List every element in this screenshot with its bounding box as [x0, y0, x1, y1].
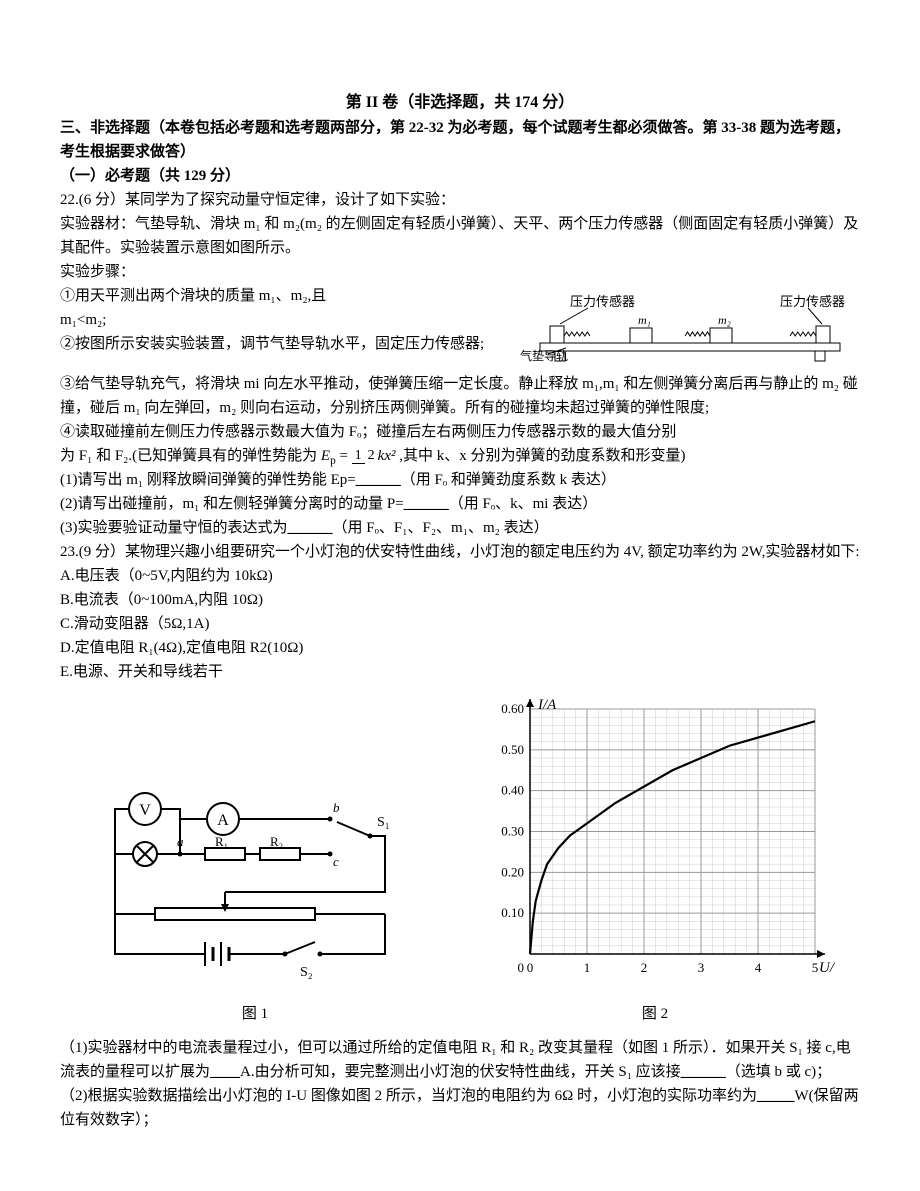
part2-title: 第 II 卷（非选择题，共 174 分） — [60, 90, 860, 116]
q22-sub2-c: （用 Fₒ、k、mi 表达） — [449, 496, 598, 512]
q22-steps-label: 实验步骤： — [60, 260, 860, 284]
svg-text:4: 4 — [755, 960, 762, 975]
q22-step4b: 为 F₁ 和 F₂.(已知弹簧具有的弹性势能为 Ep = 12kx² ,其中 k… — [60, 444, 860, 468]
svg-text:0.30: 0.30 — [501, 823, 524, 838]
q22-step4b-pre: 为 F₁ 和 F₂.(已知弹簧具有的弹性势能为 — [60, 448, 317, 464]
q23-item-a: A.电压表（0~5V,内阻约为 10kΩ) — [60, 564, 860, 588]
q23-heading: 23.(9 分）某物理兴趣小组要研究一个小灯泡的伏安特性曲线，小灯泡的额定电压约… — [60, 540, 860, 564]
q22-sub1-c: （用 Fₒ 和弹簧劲度系数 k 表达） — [401, 472, 616, 488]
section3-instructions: 三、非选择题（本卷包括必考题和选考题两部分，第 22-32 为必考题，每个试题考… — [60, 116, 860, 164]
q22-sub1-blank[interactable]: ______ — [356, 472, 401, 488]
svg-text:2: 2 — [641, 960, 648, 975]
q22-sub3-c: （用 Fₒ、F₁、F₂、m₁、m₂ 表达） — [333, 520, 549, 536]
svg-text:0.60: 0.60 — [501, 701, 524, 716]
svg-text:5: 5 — [812, 960, 819, 975]
svg-text:0.10: 0.10 — [501, 905, 524, 920]
ep-den: 2 — [365, 448, 378, 463]
q23-sub2-blank[interactable]: _____ — [757, 1088, 795, 1104]
q22-sub2-a: (2)请写出碰撞前，m₁ 和左侧轻弹簧分离时的动量 P= — [60, 496, 404, 512]
svg-text:R₂: R₂ — [270, 834, 283, 849]
fig1-caption: 图 1 — [85, 1002, 425, 1026]
svg-text:0: 0 — [527, 960, 534, 975]
airtrack-diagram: 压力传感器压力传感器m₁m₂气垫导轨 — [520, 288, 860, 368]
q22-sub1-a: (1)请写出 m₁ 刚释放瞬间弹簧的弹性势能 Ep= — [60, 472, 356, 488]
q22-sub3-blank[interactable]: ______ — [288, 520, 333, 536]
ep-num: 1 — [352, 448, 365, 464]
svg-text:U/V: U/V — [819, 960, 835, 976]
svg-text:0.50: 0.50 — [501, 741, 524, 756]
svg-text:m₂: m₂ — [718, 313, 731, 327]
svg-text:S₂: S₂ — [300, 965, 313, 980]
q22-sub3-a: (3)实验要验证动量守恒的表达式为 — [60, 520, 288, 536]
q23-sub2-a: （2)根据实验数据描绘出小灯泡的 I-U 图像如图 2 所示，当灯泡的电阻约为 … — [60, 1088, 757, 1104]
ep-tail: kx² — [378, 448, 396, 464]
svg-text:S₁: S₁ — [377, 815, 390, 830]
q22-sub1: (1)请写出 m₁ 刚释放瞬间弹簧的弹性势能 Ep=______（用 Fₒ 和弹… — [60, 468, 860, 492]
q23-sub1-c: A.由分析可知，要完整测出小灯泡的伏安特性曲线，开关 S₁ 应该接 — [240, 1064, 681, 1080]
svg-text:m₁: m₁ — [638, 313, 651, 327]
svg-text:0.40: 0.40 — [501, 782, 524, 797]
q22-heading: 22.(6 分）某同学为了探究动量守恒定律，设计了如下实验： — [60, 188, 860, 212]
svg-text:R₁: R₁ — [215, 834, 228, 849]
svg-text:压力传感器: 压力传感器 — [570, 294, 635, 309]
q23-sub1-blank1[interactable]: ____ — [210, 1064, 240, 1080]
q23-sub1-blank2[interactable]: ______ — [681, 1064, 726, 1080]
svg-text:b: b — [333, 800, 340, 815]
svg-text:A: A — [217, 812, 229, 829]
subsection-1-heading: （一）必考题（共 129 分） — [60, 164, 860, 188]
svg-text:3: 3 — [698, 960, 705, 975]
svg-text:V: V — [139, 802, 151, 819]
ep-sym: E — [321, 448, 330, 464]
svg-text:0.20: 0.20 — [501, 864, 524, 879]
q23-item-c: C.滑动变阻器（5Ω,1A) — [60, 612, 860, 636]
q23-sub2: （2)根据实验数据描绘出小灯泡的 I-U 图像如图 2 所示，当灯泡的电阻约为 … — [60, 1084, 860, 1132]
ep-eq: = — [336, 448, 352, 464]
q22-sub2-blank[interactable]: ______ — [404, 496, 449, 512]
svg-text:压力传感器: 压力传感器 — [780, 294, 845, 309]
q23-item-d: D.定值电阻 R₁(4Ω),定值电阻 R2(10Ω) — [60, 636, 860, 660]
q23-sub1: （1)实验器材中的电流表量程过小，但可以通过所给的定值电阻 R₁ 和 R₂ 改变… — [60, 1036, 860, 1084]
iu-chart: 0 1 2 3 4 5 0.10 0.20 0.30 0.40 0.50 0.60 0 U/V I/A 图 … — [475, 694, 835, 1026]
svg-text:1: 1 — [584, 960, 591, 975]
q22-materials: 实验器材：气垫导轨、滑块 m₁ 和 m₂(m₂ 的左侧固定有轻质小弹簧）、天平、… — [60, 212, 860, 260]
q22-sub3: (3)实验要验证动量守恒的表达式为______（用 Fₒ、F₁、F₂、m₁、m₂… — [60, 516, 860, 540]
q22-sub2: (2)请写出碰撞前，m₁ 和左侧轻弹簧分离时的动量 P=______（用 Fₒ、… — [60, 492, 860, 516]
svg-text:0: 0 — [518, 960, 525, 975]
q23-item-b: B.电流表（0~100mA,内阻 10Ω) — [60, 588, 860, 612]
q23-sub1-e: （选填 b 或 c)； — [726, 1064, 831, 1080]
svg-text:c: c — [333, 854, 339, 869]
svg-text:I/A: I/A — [537, 697, 557, 713]
q23-item-e: E.电源、开关和导线若干 — [60, 660, 860, 684]
q22-step4a: ④读取碰撞前左侧压力传感器示数最大值为 Fₒ；碰撞后左右两侧压力传感器示数的最大… — [60, 420, 860, 444]
q22-step3: ③给气垫导轨充气，将滑块 mi 向左水平推动，使弹簧压缩一定长度。静止释放 m₁… — [60, 372, 860, 420]
circuit-diagram: S₂VaAbR₁R₂cS₁ 图 1 — [85, 754, 425, 1026]
q22-step4b-post: ,其中 k、x 分别为弹簧的劲度系数和形变量) — [399, 448, 685, 464]
fig2-caption: 图 2 — [475, 1002, 835, 1026]
